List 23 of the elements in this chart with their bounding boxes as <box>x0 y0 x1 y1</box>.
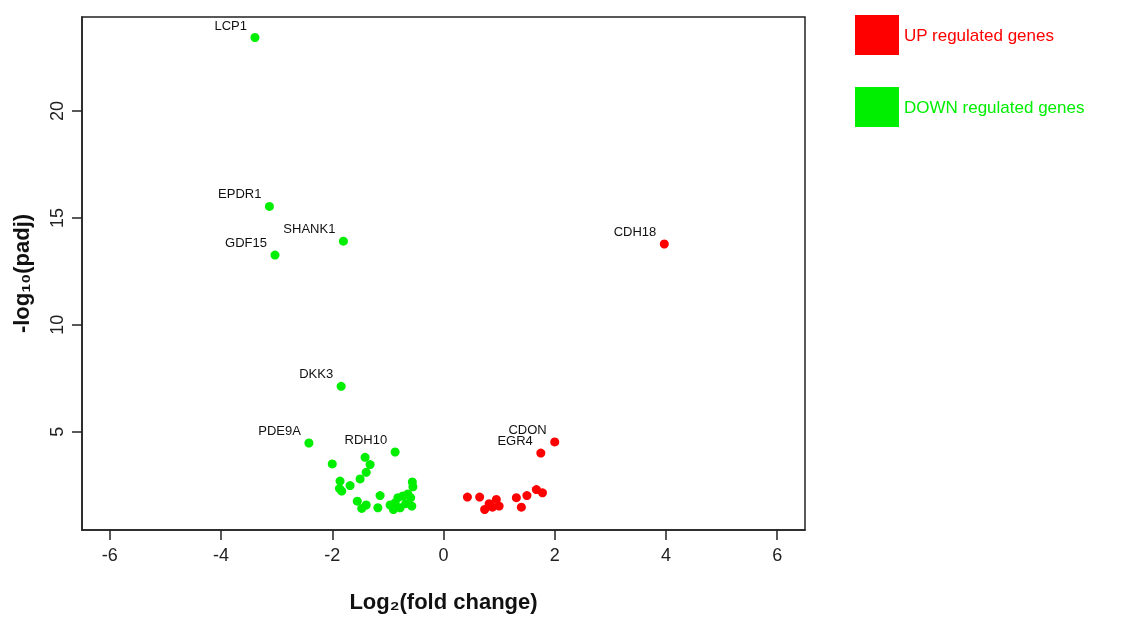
x-tick-label: -4 <box>213 545 230 565</box>
annotation: PDE9A <box>258 423 302 438</box>
x-tick-label: 4 <box>660 545 671 565</box>
annotation: LCP1 <box>214 17 247 33</box>
annotation: EPDR1 <box>218 186 262 202</box>
x-tick-label: 0 <box>438 545 449 565</box>
y-tick-label: 15 <box>47 207 67 228</box>
x-tick-label: 2 <box>549 545 560 565</box>
y-tick-label: 5 <box>47 426 67 437</box>
legend-label: UP regulated genes <box>904 25 1054 45</box>
y-tick-label: 20 <box>47 101 67 122</box>
x-axis-title: Log₂(fold change) <box>349 588 538 614</box>
annotation: GDF15 <box>225 235 267 251</box>
annotation: SHANK1 <box>283 221 336 237</box>
legend-label: DOWN regulated genes <box>904 97 1085 117</box>
y-axis-title: -log₁₀(padj) <box>8 213 34 334</box>
y-tick-label: 10 <box>47 314 67 335</box>
annotation: CDH18 <box>613 224 657 239</box>
x-tick-label: -2 <box>324 545 341 565</box>
x-tick-label: 6 <box>772 545 783 565</box>
annotation: DKK3 <box>299 366 334 382</box>
annotation: RDH10 <box>344 431 388 447</box>
x-tick-label: -6 <box>101 545 118 565</box>
